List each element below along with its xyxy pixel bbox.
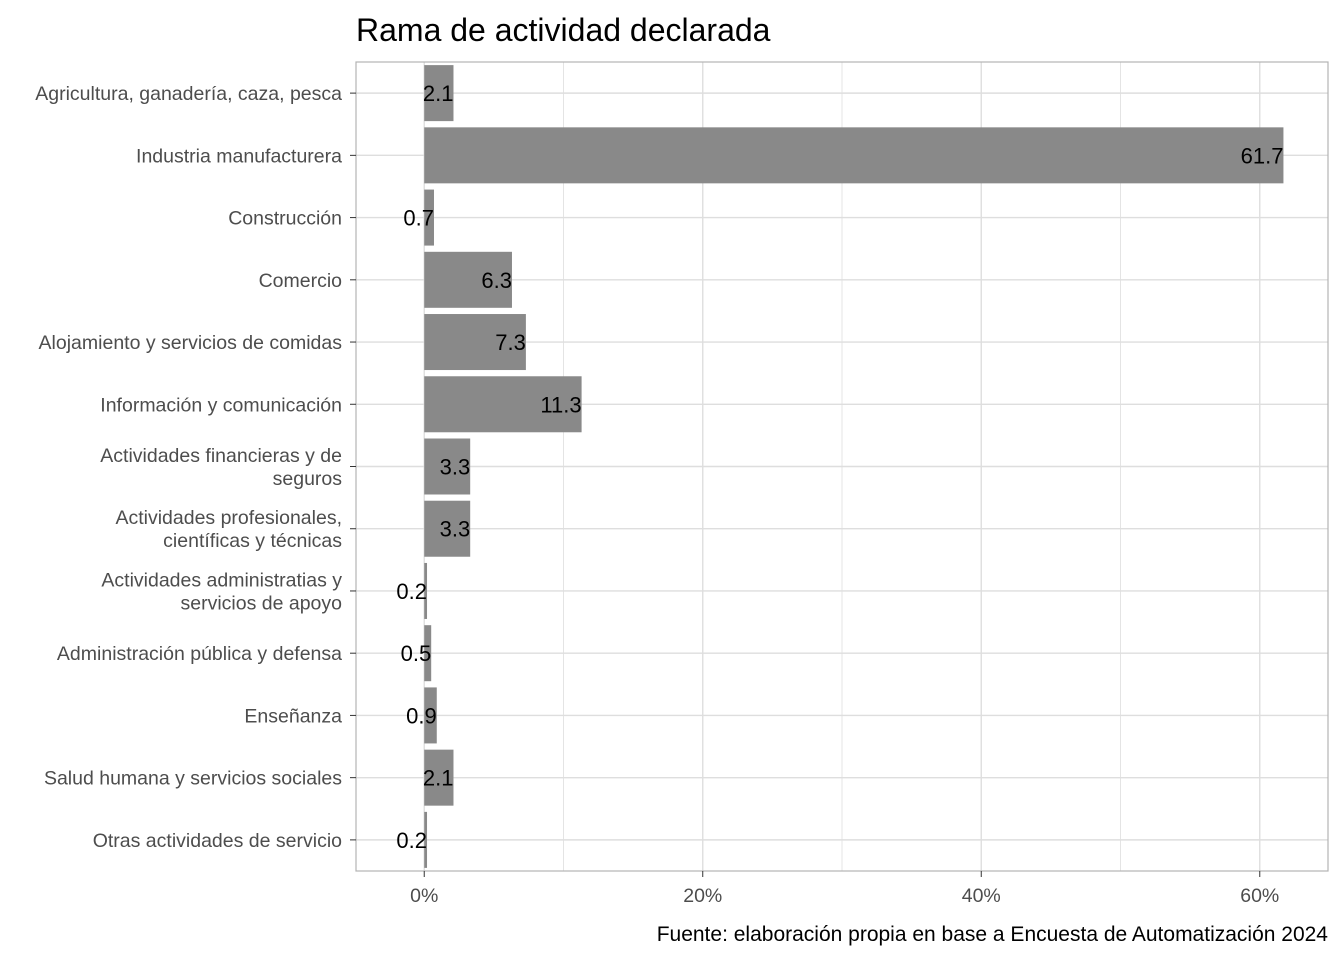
category-label: Alojamiento y servicios de comidas: [39, 332, 343, 354]
category-label: Industria manufacturera: [136, 145, 342, 167]
category-label: Actividades profesionales,: [115, 507, 342, 529]
bar-value-label: 61.7: [1241, 143, 1284, 168]
category-label: Administración pública y defensa: [57, 643, 342, 665]
category-label: servicios de apoyo: [180, 592, 342, 614]
bar-value-label: 2.1: [423, 766, 454, 791]
bar: [424, 314, 526, 371]
bar: [424, 376, 582, 433]
bar: [424, 189, 434, 246]
bar-value-label: 0.2: [396, 828, 427, 853]
bar-value-label: 2.1: [423, 81, 454, 106]
category-label: científicas y técnicas: [163, 530, 342, 552]
bar-value-label: 0.7: [403, 206, 434, 231]
category-label: Agricultura, ganadería, caza, pesca: [35, 83, 342, 105]
x-tick-label: 60%: [1240, 885, 1279, 907]
bar-value-label: 7.3: [495, 330, 526, 355]
bar-value-label: 6.3: [481, 268, 512, 293]
bar-value-label: 0.9: [406, 703, 437, 728]
bar: [424, 127, 1284, 184]
x-tick-label: 0%: [410, 885, 438, 907]
bar: [424, 65, 454, 122]
bar: [424, 625, 432, 682]
bar: [424, 687, 437, 744]
category-label: Salud humana y servicios sociales: [44, 768, 342, 790]
bar: [424, 251, 512, 308]
category-label: seguros: [273, 468, 343, 490]
category-label: Construcción: [228, 208, 342, 230]
x-tick-label: 20%: [683, 885, 722, 907]
data-labels: 2.1 61.7 0.7 6.3 7.3 11.3 3.3 3.3 0.2 0.5 0.9 2.1 0.…: [396, 81, 1283, 853]
category-label: Enseñanza: [244, 705, 342, 727]
bar-value-label: 3.3: [440, 455, 471, 480]
x-tick-label: 40%: [962, 885, 1001, 907]
bar: [424, 811, 428, 868]
bar-value-label: 11.3: [540, 392, 581, 417]
x-axis-ticks: 0% 20% 40% 60%: [410, 871, 1279, 907]
bar: [424, 749, 454, 806]
bar-value-label: 3.3: [440, 517, 471, 542]
bar: [424, 438, 471, 495]
bar-value-label: 0.5: [401, 641, 432, 666]
bar-value-label: 0.2: [396, 579, 427, 604]
caption: Fuente: elaboración propia en base a Enc…: [657, 923, 1329, 946]
category-label: Otras actividades de servicio: [93, 830, 342, 852]
category-label: Comercio: [259, 270, 343, 292]
bar: [424, 562, 428, 619]
category-label: Actividades financieras y de: [100, 445, 342, 467]
category-label: Actividades administratias y: [101, 569, 342, 591]
chart-title: Rama de actividad declarada: [356, 12, 771, 48]
bar: [424, 500, 471, 557]
category-labels: Agricultura, ganadería, caza, pesca Indus…: [35, 83, 356, 852]
category-label: Información y comunicación: [100, 394, 342, 416]
bars: [424, 65, 1284, 868]
